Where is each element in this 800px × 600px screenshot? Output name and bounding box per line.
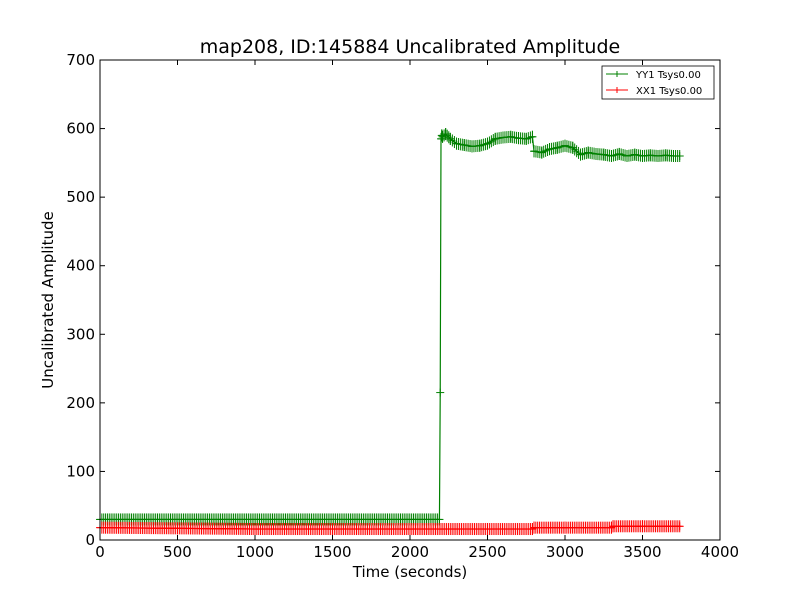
plot-area (96, 128, 684, 536)
y-tick-label: 100 (66, 462, 95, 480)
x-tick-label: 0 (95, 543, 105, 561)
y-tick-label: 500 (66, 188, 95, 206)
chart-title: map208, ID:145884 Uncalibrated Amplitude (200, 36, 620, 58)
legend-box (601, 65, 715, 100)
x-tick-label: 1000 (236, 543, 274, 561)
x-axis-label: Time (seconds) (352, 563, 468, 581)
legend-entry: XX1 Tsys0.00 (636, 86, 702, 97)
x-tick-label: 2500 (468, 543, 506, 561)
x-tick-label: 500 (163, 543, 192, 561)
y-tick-label: 0 (85, 531, 95, 549)
y-tick-label: 200 (66, 394, 95, 412)
x-tick-label: 4000 (701, 543, 739, 561)
series-yy1 (96, 128, 684, 526)
axis-ticks: 0 500 1000 1500 2000 2500 3000 3500 4000 0 100 200 3… (66, 51, 739, 561)
y-axis-label: Uncalibrated Amplitude (39, 211, 57, 388)
y-tick-label: 700 (66, 51, 95, 69)
series-xx1 (96, 520, 684, 536)
x-tick-label: 3000 (546, 543, 584, 561)
y-tick-label: 600 (66, 120, 95, 138)
y-tick-label: 400 (66, 257, 95, 275)
x-tick-label: 1500 (313, 543, 351, 561)
legend-entry: YY1 Tsys0.00 (635, 70, 701, 81)
x-tick-label: 2000 (391, 543, 429, 561)
legend: YY1 Tsys0.00 XX1 Tsys0.00 (601, 65, 715, 100)
y-tick-label: 300 (66, 325, 95, 343)
x-tick-label: 3500 (623, 543, 661, 561)
